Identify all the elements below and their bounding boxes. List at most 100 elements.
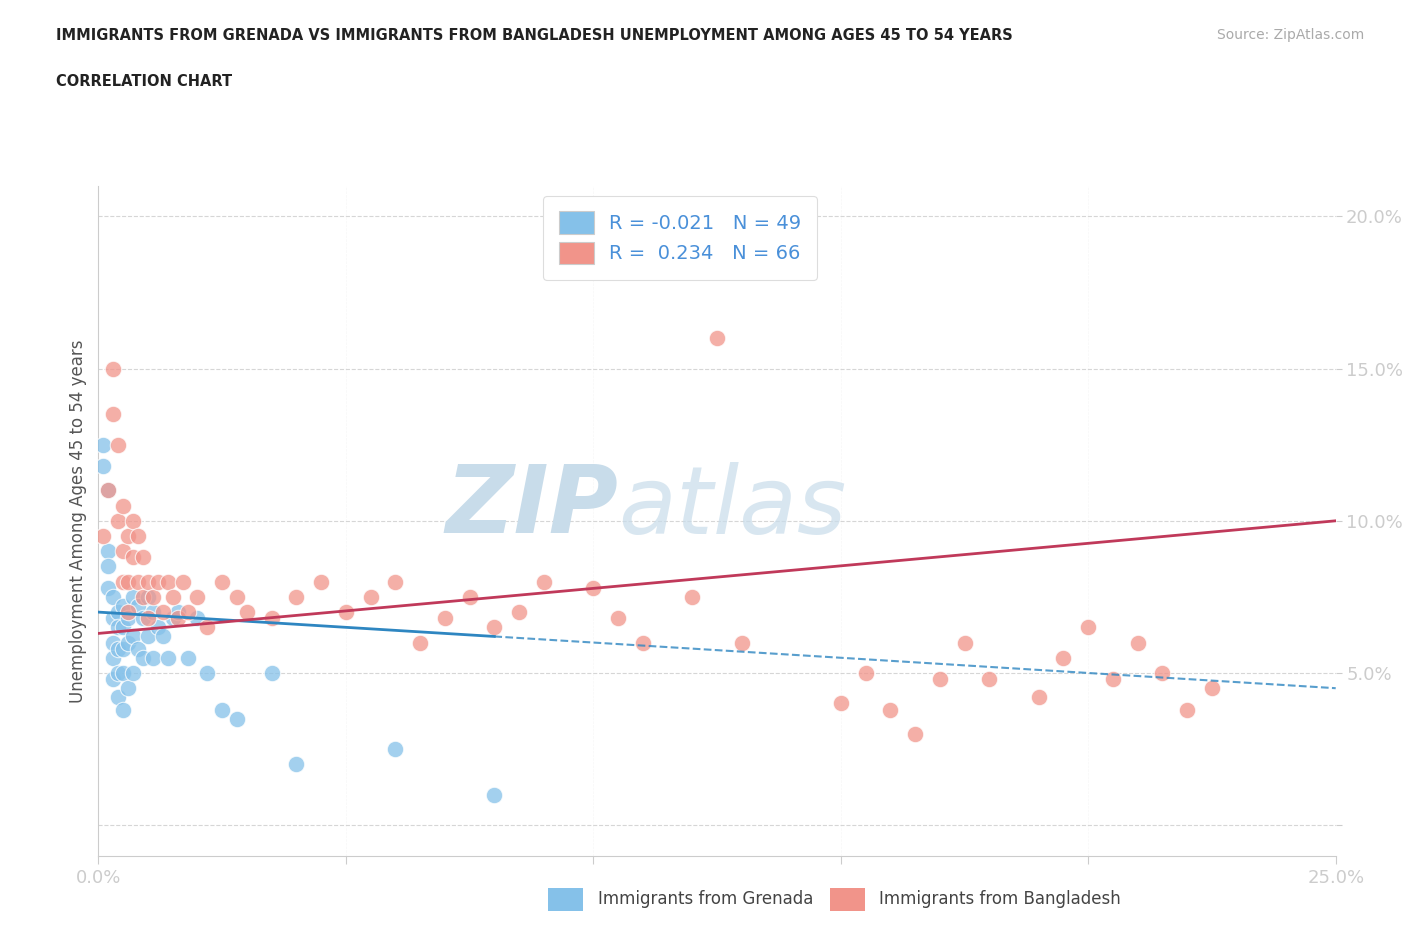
Y-axis label: Unemployment Among Ages 45 to 54 years: Unemployment Among Ages 45 to 54 years [69, 339, 87, 702]
Point [142, 650, 165, 665]
Point [132, 550, 155, 565]
Point [176, 650, 198, 665]
Point [433, 611, 456, 626]
Text: Immigrants from Grenada: Immigrants from Grenada [598, 890, 813, 909]
Point [1052, 650, 1074, 665]
Point [107, 437, 129, 452]
Point [122, 629, 145, 644]
Point [112, 702, 135, 717]
Point [107, 620, 129, 635]
Point [117, 681, 139, 696]
Point [855, 666, 877, 681]
Point [195, 620, 218, 635]
Point [117, 528, 139, 543]
Point [1175, 702, 1198, 717]
Point [1077, 620, 1099, 635]
Point [112, 641, 135, 656]
Point [953, 635, 976, 650]
Point [132, 650, 155, 665]
Point [979, 671, 1001, 686]
Point [97, 544, 120, 559]
Point [112, 498, 135, 513]
Point [152, 604, 174, 619]
Text: CORRELATION CHART: CORRELATION CHART [56, 74, 232, 89]
Point [103, 590, 125, 604]
Point [172, 574, 194, 589]
Point [112, 666, 135, 681]
Point [1152, 666, 1174, 681]
Point [285, 757, 308, 772]
Legend: R = -0.021   N = 49, R =  0.234   N = 66: R = -0.021 N = 49, R = 0.234 N = 66 [543, 195, 817, 280]
Point [260, 611, 283, 626]
Point [146, 620, 169, 635]
Point [132, 611, 155, 626]
Point [146, 574, 169, 589]
Point [211, 702, 233, 717]
Point [103, 611, 125, 626]
Point [384, 741, 406, 756]
Point [112, 599, 135, 614]
Point [142, 590, 165, 604]
Point [1028, 690, 1050, 705]
Text: atlas: atlas [619, 462, 846, 553]
Text: Immigrants from Bangladesh: Immigrants from Bangladesh [879, 890, 1121, 909]
Point [360, 590, 382, 604]
Point [484, 620, 506, 635]
Point [107, 666, 129, 681]
Text: ZIP: ZIP [446, 461, 619, 553]
Point [195, 666, 218, 681]
Point [1201, 681, 1223, 696]
Point [122, 550, 145, 565]
Point [122, 666, 145, 681]
Point [93, 528, 115, 543]
Point [117, 635, 139, 650]
Point [176, 604, 198, 619]
Point [127, 599, 149, 614]
Point [122, 590, 145, 604]
Point [152, 629, 174, 644]
Point [117, 611, 139, 626]
Point [112, 544, 135, 559]
Point [97, 580, 120, 595]
Point [117, 604, 139, 619]
Point [226, 711, 249, 726]
Point [136, 611, 159, 626]
Point [117, 574, 139, 589]
Point [211, 574, 233, 589]
Point [127, 574, 149, 589]
Point [166, 604, 188, 619]
Point [162, 611, 184, 626]
Point [1126, 635, 1149, 650]
Point [132, 590, 155, 604]
Point [103, 361, 125, 376]
Point [103, 671, 125, 686]
Point [226, 590, 249, 604]
Point [309, 574, 332, 589]
Point [136, 590, 159, 604]
Point [484, 788, 506, 803]
Point [706, 331, 728, 346]
Point [93, 437, 115, 452]
Point [156, 650, 179, 665]
Text: IMMIGRANTS FROM GRENADA VS IMMIGRANTS FROM BANGLADESH UNEMPLOYMENT AMONG AGES 45: IMMIGRANTS FROM GRENADA VS IMMIGRANTS FR… [56, 28, 1012, 43]
Point [142, 604, 165, 619]
Point [112, 574, 135, 589]
Point [166, 611, 188, 626]
Point [236, 604, 259, 619]
Point [458, 590, 481, 604]
Point [162, 590, 184, 604]
Point [731, 635, 754, 650]
Point [103, 650, 125, 665]
Point [93, 458, 115, 473]
Point [136, 574, 159, 589]
Point [107, 690, 129, 705]
Point [127, 528, 149, 543]
Point [186, 611, 208, 626]
Text: Source: ZipAtlas.com: Source: ZipAtlas.com [1216, 28, 1364, 42]
Point [508, 604, 530, 619]
Point [97, 483, 120, 498]
Point [97, 559, 120, 574]
Point [127, 641, 149, 656]
Point [112, 620, 135, 635]
Point [107, 641, 129, 656]
